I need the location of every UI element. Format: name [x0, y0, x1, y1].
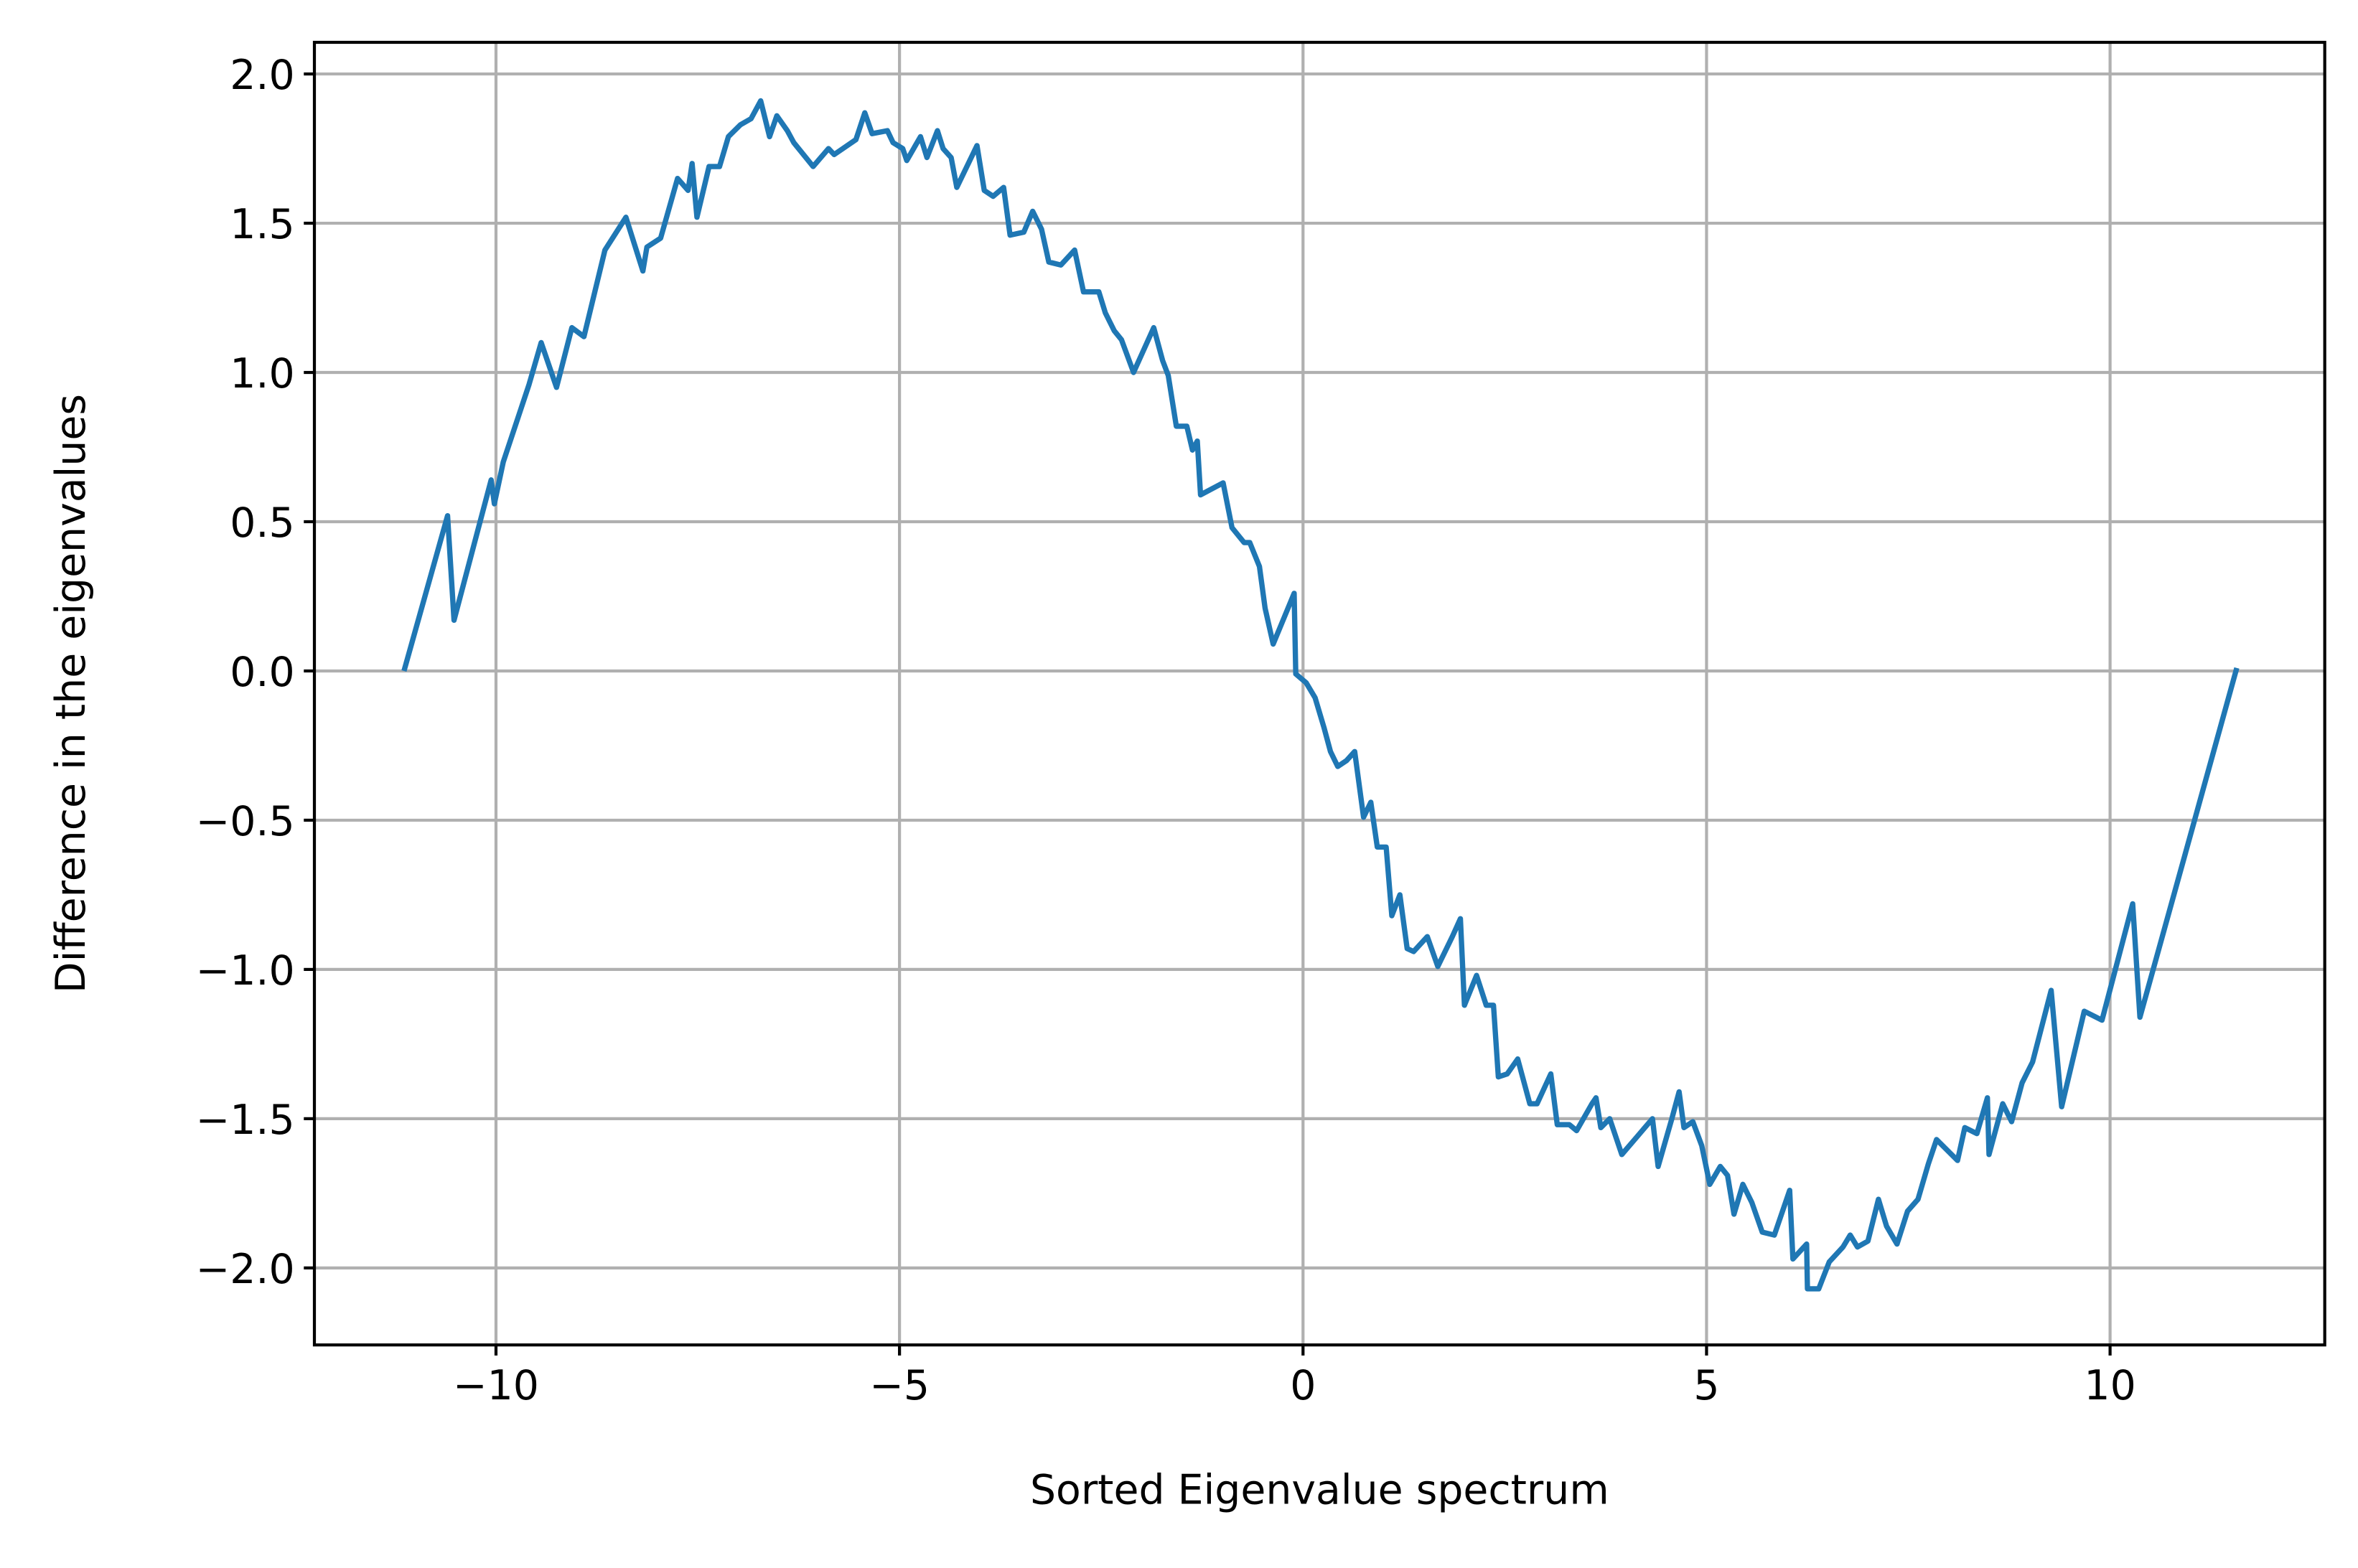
x-tick-label: 10: [2084, 1362, 2135, 1409]
plot-frame: [312, 40, 2326, 1347]
y-tick-label: 0.5: [230, 499, 294, 547]
y-tick-label: −1.0: [196, 947, 295, 995]
data-line: [401, 98, 2240, 1292]
y-axis-label: Difference in the eigenvalues: [47, 394, 95, 993]
x-axis-label: Sorted Eigenvalue spectrum: [1030, 1466, 1609, 1513]
x-tick-label: −5: [869, 1362, 930, 1409]
y-tick-label: −1.5: [196, 1097, 295, 1144]
y-tick-label: −2.0: [196, 1246, 295, 1293]
y-tick-label: 1.5: [230, 201, 294, 248]
y-tick-label: 0.0: [230, 649, 294, 696]
y-tick-label: 1.0: [230, 350, 294, 398]
x-tick-label: 5: [1693, 1362, 1719, 1409]
x-tick-label: 0: [1290, 1362, 1316, 1409]
y-tick-label: 2.0: [230, 52, 294, 99]
y-tick-label: −0.5: [196, 798, 295, 845]
x-tick-label: −10: [453, 1362, 539, 1409]
